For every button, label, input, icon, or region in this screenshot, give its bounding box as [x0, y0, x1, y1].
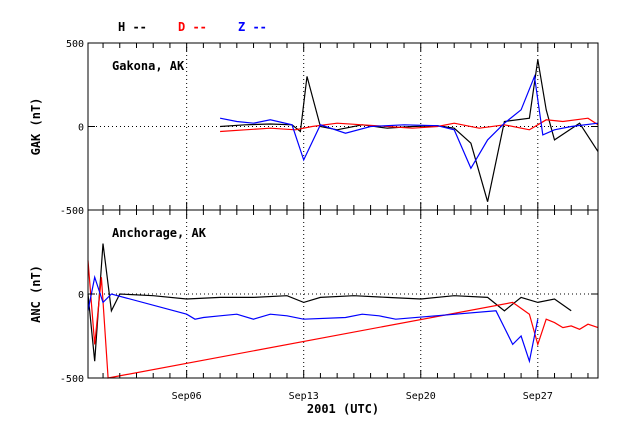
series-Z-1 — [87, 274, 539, 364]
series-Z-0 — [219, 74, 599, 170]
y-tick-label-0-2: -500 — [60, 206, 84, 217]
y-axis-title-1: ANC (nT) — [29, 265, 43, 323]
chart-panels: 500 0 -500 GAK (nT) Gakona, AK 0 -500 ANC (nT) A… — [29, 39, 599, 402]
y-tick-label-1-1: -500 — [60, 374, 84, 385]
series-D-1 — [87, 260, 599, 379]
x-tick-label-1: Sep13 — [289, 391, 319, 402]
station-label-0: Gakona, AK — [112, 59, 185, 73]
x-tick-label-2: Sep20 — [406, 391, 436, 402]
x-tick-label-3: Sep27 — [523, 391, 553, 402]
y-axis-title-0: GAK (nT) — [29, 98, 43, 156]
panel-1: 0 -500 ANC (nT) Anchorage, AK — [29, 209, 599, 385]
series-H-1 — [87, 243, 572, 362]
series-D-0 — [220, 117, 599, 133]
panel-0: 500 0 -500 GAK (nT) Gakona, AK — [29, 39, 599, 217]
series-H-0 — [220, 59, 599, 202]
legend-h: H -- — [118, 20, 147, 34]
y-tick-label-0-0: 500 — [66, 39, 84, 50]
legend-z: Z -- — [238, 20, 267, 34]
x-axis-title: 2001 (UTC) — [307, 402, 379, 416]
station-label-1: Anchorage, AK — [112, 226, 207, 240]
y-tick-label-0-1: 0 — [78, 123, 84, 134]
x-tick-label-0: Sep06 — [172, 391, 202, 402]
y-tick-label-1-0: 0 — [78, 290, 84, 301]
legend-d: D -- — [178, 20, 207, 34]
